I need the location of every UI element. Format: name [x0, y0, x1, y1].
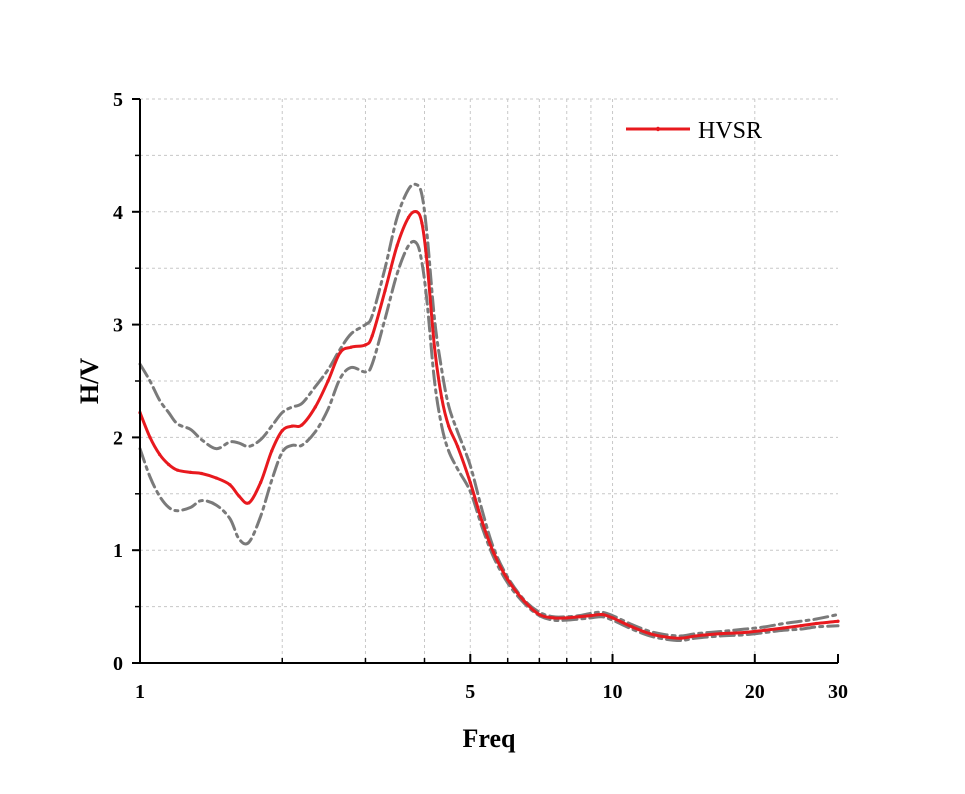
series-line-upper [138, 182, 840, 638]
x-tick-label: 30 [828, 681, 848, 703]
y-tick-label: 5 [113, 89, 123, 111]
x-tick-label: 1 [135, 681, 145, 703]
hvsr-point [447, 424, 451, 428]
hvsr-point [551, 616, 556, 620]
legend-marker-hvsr [655, 126, 661, 132]
hvsr-point [326, 379, 330, 383]
hvsr-point [836, 619, 840, 623]
hvsr-point [664, 635, 668, 639]
y-tick-label: 3 [113, 315, 123, 337]
hvsr-point [237, 494, 241, 498]
hvsr-point [491, 550, 496, 555]
hvsr-point [506, 577, 510, 582]
hvsr-point [781, 626, 786, 630]
y-tick-label: 0 [113, 653, 123, 675]
y-tick-label: 4 [113, 202, 123, 224]
x-tick-label: 5 [465, 681, 475, 703]
hvsr-point [395, 244, 399, 248]
x-tick-label: 10 [603, 681, 623, 703]
hvsr-point [814, 621, 818, 626]
hvsr-point [600, 612, 604, 617]
y-tick-label: 2 [113, 427, 123, 449]
series-line-hvsr [138, 209, 840, 640]
hvsr-point [537, 612, 541, 617]
hvsr-point [157, 452, 162, 456]
hvsr-point [214, 476, 218, 480]
hvsr-point [440, 396, 444, 400]
y-axis-title: H/V [75, 358, 104, 404]
hvsr-point [610, 616, 615, 620]
hvsr-point [363, 343, 368, 347]
hvsr-point [798, 624, 803, 628]
x-tick-label: 20 [745, 681, 765, 703]
hvsr-point [480, 520, 484, 524]
hvsr-point [148, 435, 152, 439]
hvsr-point [167, 462, 171, 467]
y-tick-label: 1 [113, 540, 123, 562]
hvsr-point [270, 449, 274, 453]
legend-label-hvsr: HVSR [698, 118, 762, 144]
hvsr-point [679, 636, 684, 640]
hvsr-point [247, 501, 251, 505]
hvsr-point [370, 334, 374, 338]
hvsr-point [175, 468, 180, 472]
hvsr-point [313, 405, 317, 409]
hvsr-point [189, 470, 193, 474]
series-line-lower [138, 240, 840, 642]
hvsr-point [648, 632, 652, 636]
hvsr-point [300, 423, 304, 427]
series-layer [138, 182, 840, 642]
hvsr-point [630, 625, 634, 629]
hvsr-point [406, 215, 411, 220]
hvsr-point [577, 615, 581, 619]
hvsr-point [228, 483, 232, 487]
hvsr-point [415, 210, 419, 214]
hvsr-point [420, 221, 424, 225]
hvsr-point [199, 471, 204, 476]
hvsr-point [589, 614, 593, 618]
hvsr-point [694, 634, 698, 638]
hvsr-point [425, 260, 429, 265]
x-axis-title: Freq [463, 724, 516, 753]
hvsr-point [468, 480, 472, 485]
grid [140, 98, 838, 663]
hvsr-point [719, 632, 724, 636]
hvsr-point [280, 429, 284, 433]
legend: HVSR [626, 118, 762, 144]
hvsr-point [259, 480, 263, 485]
hvsr-point [290, 424, 294, 428]
hvsr-point [763, 628, 767, 632]
hvsr-point [432, 345, 437, 349]
hvsr-point [338, 351, 342, 355]
hvsr-point [349, 345, 353, 349]
hvsr-point [522, 599, 526, 603]
hvsr-point [383, 289, 387, 293]
hvsr-point [742, 630, 746, 635]
hvsr-point [455, 444, 460, 449]
hvsr-point [565, 616, 569, 620]
